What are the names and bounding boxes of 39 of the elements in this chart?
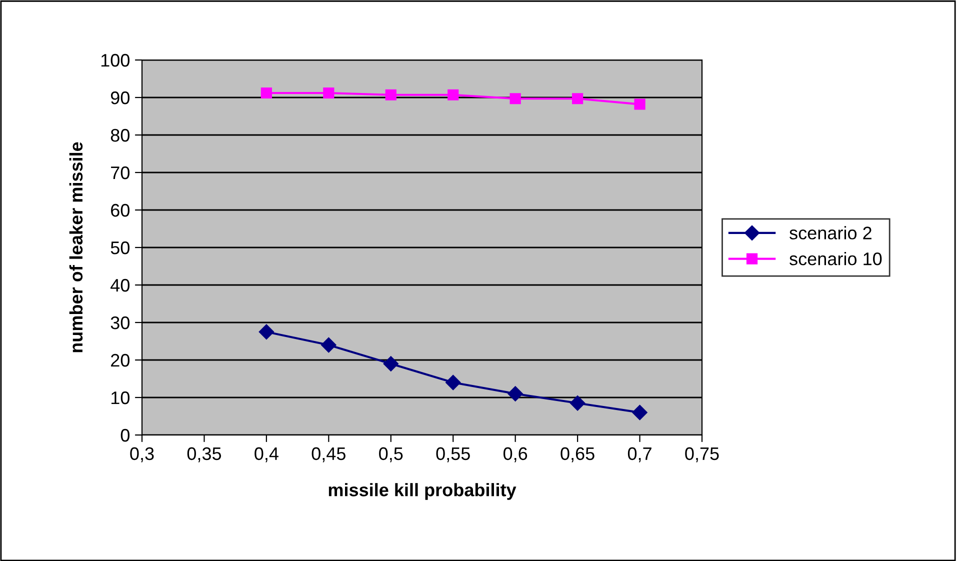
x-tick-label: 0,45: [312, 447, 346, 462]
point: [510, 93, 521, 104]
y-tick-label: 20: [111, 354, 130, 367]
x-tick-label: 0,6: [503, 447, 528, 462]
point: [385, 89, 396, 100]
point: [383, 356, 398, 372]
point: [258, 324, 274, 340]
legend-label: scenario 10: [790, 252, 882, 266]
point: [323, 87, 334, 99]
y-tick-label: 100: [101, 54, 130, 67]
x-tick-label: 0,35: [187, 447, 222, 462]
x-axis-title: missile kill probability: [328, 483, 516, 500]
x-tick-label: 0,55: [436, 447, 470, 462]
y-tick-label: 10: [111, 391, 130, 404]
point: [448, 89, 459, 100]
point: [508, 386, 523, 402]
x-tick-label: 0,4: [254, 447, 278, 462]
point: [446, 374, 461, 390]
point: [632, 404, 648, 420]
y-axis-title: number of leaker missile: [69, 142, 83, 352]
legend-label: scenario 2: [790, 226, 872, 240]
y-tick-label: 50: [110, 241, 130, 254]
x-tick-label: 0,3: [130, 447, 154, 462]
y-tick-label: 90: [110, 91, 130, 104]
x-tick-label: 0,65: [560, 447, 594, 462]
y-tick-label: 60: [111, 204, 130, 217]
point: [572, 93, 584, 104]
y-tick-label: 30: [110, 316, 130, 330]
y-tick-label: 80: [110, 128, 130, 142]
y-tick-label: 70: [111, 166, 130, 180]
point: [570, 396, 586, 411]
y-tick-label: 40: [110, 278, 130, 292]
point: [321, 337, 336, 353]
x-tick-label: 0,7: [628, 447, 652, 462]
x-tick-label: 0,75: [685, 447, 719, 462]
point: [260, 87, 272, 99]
y-tick-label: 0: [120, 428, 130, 442]
x-tick-label: 0,5: [379, 447, 403, 462]
point: [634, 98, 646, 110]
